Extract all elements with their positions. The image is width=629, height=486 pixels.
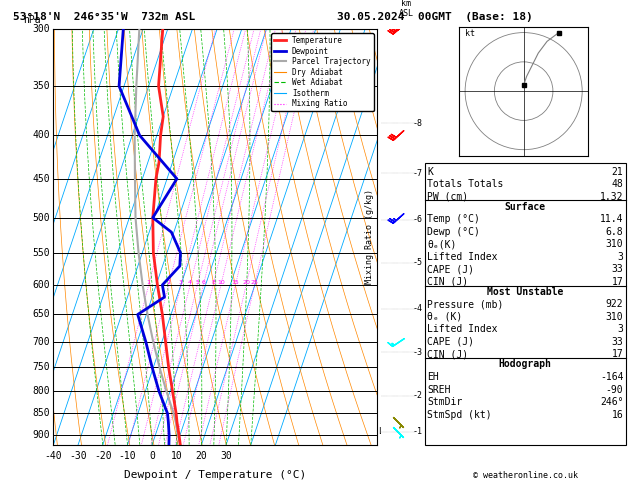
Text: Lifted Index: Lifted Index <box>427 252 498 262</box>
Text: Lifted Index: Lifted Index <box>427 325 498 334</box>
Text: 3: 3 <box>179 280 183 285</box>
Text: 33: 33 <box>611 264 623 274</box>
Text: 850: 850 <box>33 409 50 418</box>
Text: 10: 10 <box>171 451 182 461</box>
Text: 500: 500 <box>33 213 50 223</box>
Text: Totals Totals: Totals Totals <box>427 179 503 189</box>
Text: 20: 20 <box>242 280 250 285</box>
Text: StmSpd (kt): StmSpd (kt) <box>427 410 492 419</box>
Text: 17: 17 <box>611 277 623 287</box>
Text: 310: 310 <box>606 239 623 249</box>
Text: -3: -3 <box>413 347 423 357</box>
Text: 10: 10 <box>217 280 225 285</box>
Text: -8: -8 <box>413 119 423 128</box>
Text: 53°18'N  246°35'W  732m ASL: 53°18'N 246°35'W 732m ASL <box>13 12 195 22</box>
Legend: Temperature, Dewpoint, Parcel Trajectory, Dry Adiabat, Wet Adiabat, Isotherm, Mi: Temperature, Dewpoint, Parcel Trajectory… <box>271 33 374 111</box>
Text: 6: 6 <box>201 280 205 285</box>
Text: 48: 48 <box>611 179 623 189</box>
Text: 922: 922 <box>606 299 623 310</box>
Text: CAPE (J): CAPE (J) <box>427 264 474 274</box>
Text: km
ASL: km ASL <box>399 0 414 18</box>
Text: 600: 600 <box>33 280 50 290</box>
Text: CIN (J): CIN (J) <box>427 349 468 360</box>
Text: 310: 310 <box>606 312 623 322</box>
Text: © weatheronline.co.uk: © weatheronline.co.uk <box>473 471 577 480</box>
Text: -4: -4 <box>413 304 423 313</box>
Text: -2: -2 <box>413 391 423 400</box>
Text: -40: -40 <box>45 451 62 461</box>
Text: kt: kt <box>465 29 475 37</box>
Text: Temp (°C): Temp (°C) <box>427 214 480 224</box>
Text: 33: 33 <box>611 337 623 347</box>
Text: 300: 300 <box>33 24 50 34</box>
Text: -10: -10 <box>119 451 136 461</box>
Text: Mixing Ratio (g/kg): Mixing Ratio (g/kg) <box>365 190 374 284</box>
Text: 30.05.2024  00GMT  (Base: 18): 30.05.2024 00GMT (Base: 18) <box>337 12 532 22</box>
Text: 30: 30 <box>220 451 232 461</box>
Text: -30: -30 <box>69 451 87 461</box>
Text: -164: -164 <box>600 372 623 382</box>
Text: -6: -6 <box>413 215 423 225</box>
Text: 8: 8 <box>211 280 215 285</box>
Text: -20: -20 <box>94 451 111 461</box>
Text: 15: 15 <box>231 280 239 285</box>
Text: EH: EH <box>427 372 439 382</box>
Text: 4: 4 <box>188 280 192 285</box>
Text: 11.4: 11.4 <box>600 214 623 224</box>
Text: 0: 0 <box>149 451 155 461</box>
Text: 1.32: 1.32 <box>600 191 623 202</box>
Text: Surface: Surface <box>504 202 546 211</box>
Text: 16: 16 <box>611 410 623 419</box>
Text: 21: 21 <box>611 167 623 176</box>
Text: 5: 5 <box>196 280 199 285</box>
Text: Pressure (mb): Pressure (mb) <box>427 299 503 310</box>
Text: Most Unstable: Most Unstable <box>487 287 564 297</box>
Text: 750: 750 <box>33 362 50 372</box>
Text: K: K <box>427 167 433 176</box>
Text: StmDir: StmDir <box>427 397 462 407</box>
Text: 650: 650 <box>33 310 50 319</box>
Text: 1: 1 <box>147 280 150 285</box>
Text: 3: 3 <box>618 325 623 334</box>
Text: Hodograph: Hodograph <box>499 360 552 369</box>
Text: 700: 700 <box>33 337 50 347</box>
Text: 800: 800 <box>33 386 50 396</box>
Text: 2: 2 <box>167 280 170 285</box>
Text: -1: -1 <box>413 427 423 436</box>
Text: 900: 900 <box>33 430 50 439</box>
Text: 550: 550 <box>33 248 50 258</box>
Text: 3: 3 <box>618 252 623 262</box>
Text: CAPE (J): CAPE (J) <box>427 337 474 347</box>
Text: -5: -5 <box>413 258 423 267</box>
Text: LCL: LCL <box>378 427 393 436</box>
Text: 20: 20 <box>196 451 208 461</box>
Text: 17: 17 <box>611 349 623 360</box>
Text: -7: -7 <box>413 169 423 177</box>
Text: SREH: SREH <box>427 384 450 395</box>
Text: 6.8: 6.8 <box>606 226 623 237</box>
Text: θₑ(K): θₑ(K) <box>427 239 457 249</box>
Text: hPa: hPa <box>23 15 40 25</box>
Text: 400: 400 <box>33 130 50 140</box>
Text: 350: 350 <box>33 81 50 91</box>
Text: Dewp (°C): Dewp (°C) <box>427 226 480 237</box>
Text: θₑ (K): θₑ (K) <box>427 312 462 322</box>
Text: 246°: 246° <box>600 397 623 407</box>
Text: CIN (J): CIN (J) <box>427 277 468 287</box>
Text: -90: -90 <box>606 384 623 395</box>
Text: 25: 25 <box>250 280 259 285</box>
Text: 450: 450 <box>33 174 50 184</box>
Text: PW (cm): PW (cm) <box>427 191 468 202</box>
Text: Dewpoint / Temperature (°C): Dewpoint / Temperature (°C) <box>125 469 306 480</box>
